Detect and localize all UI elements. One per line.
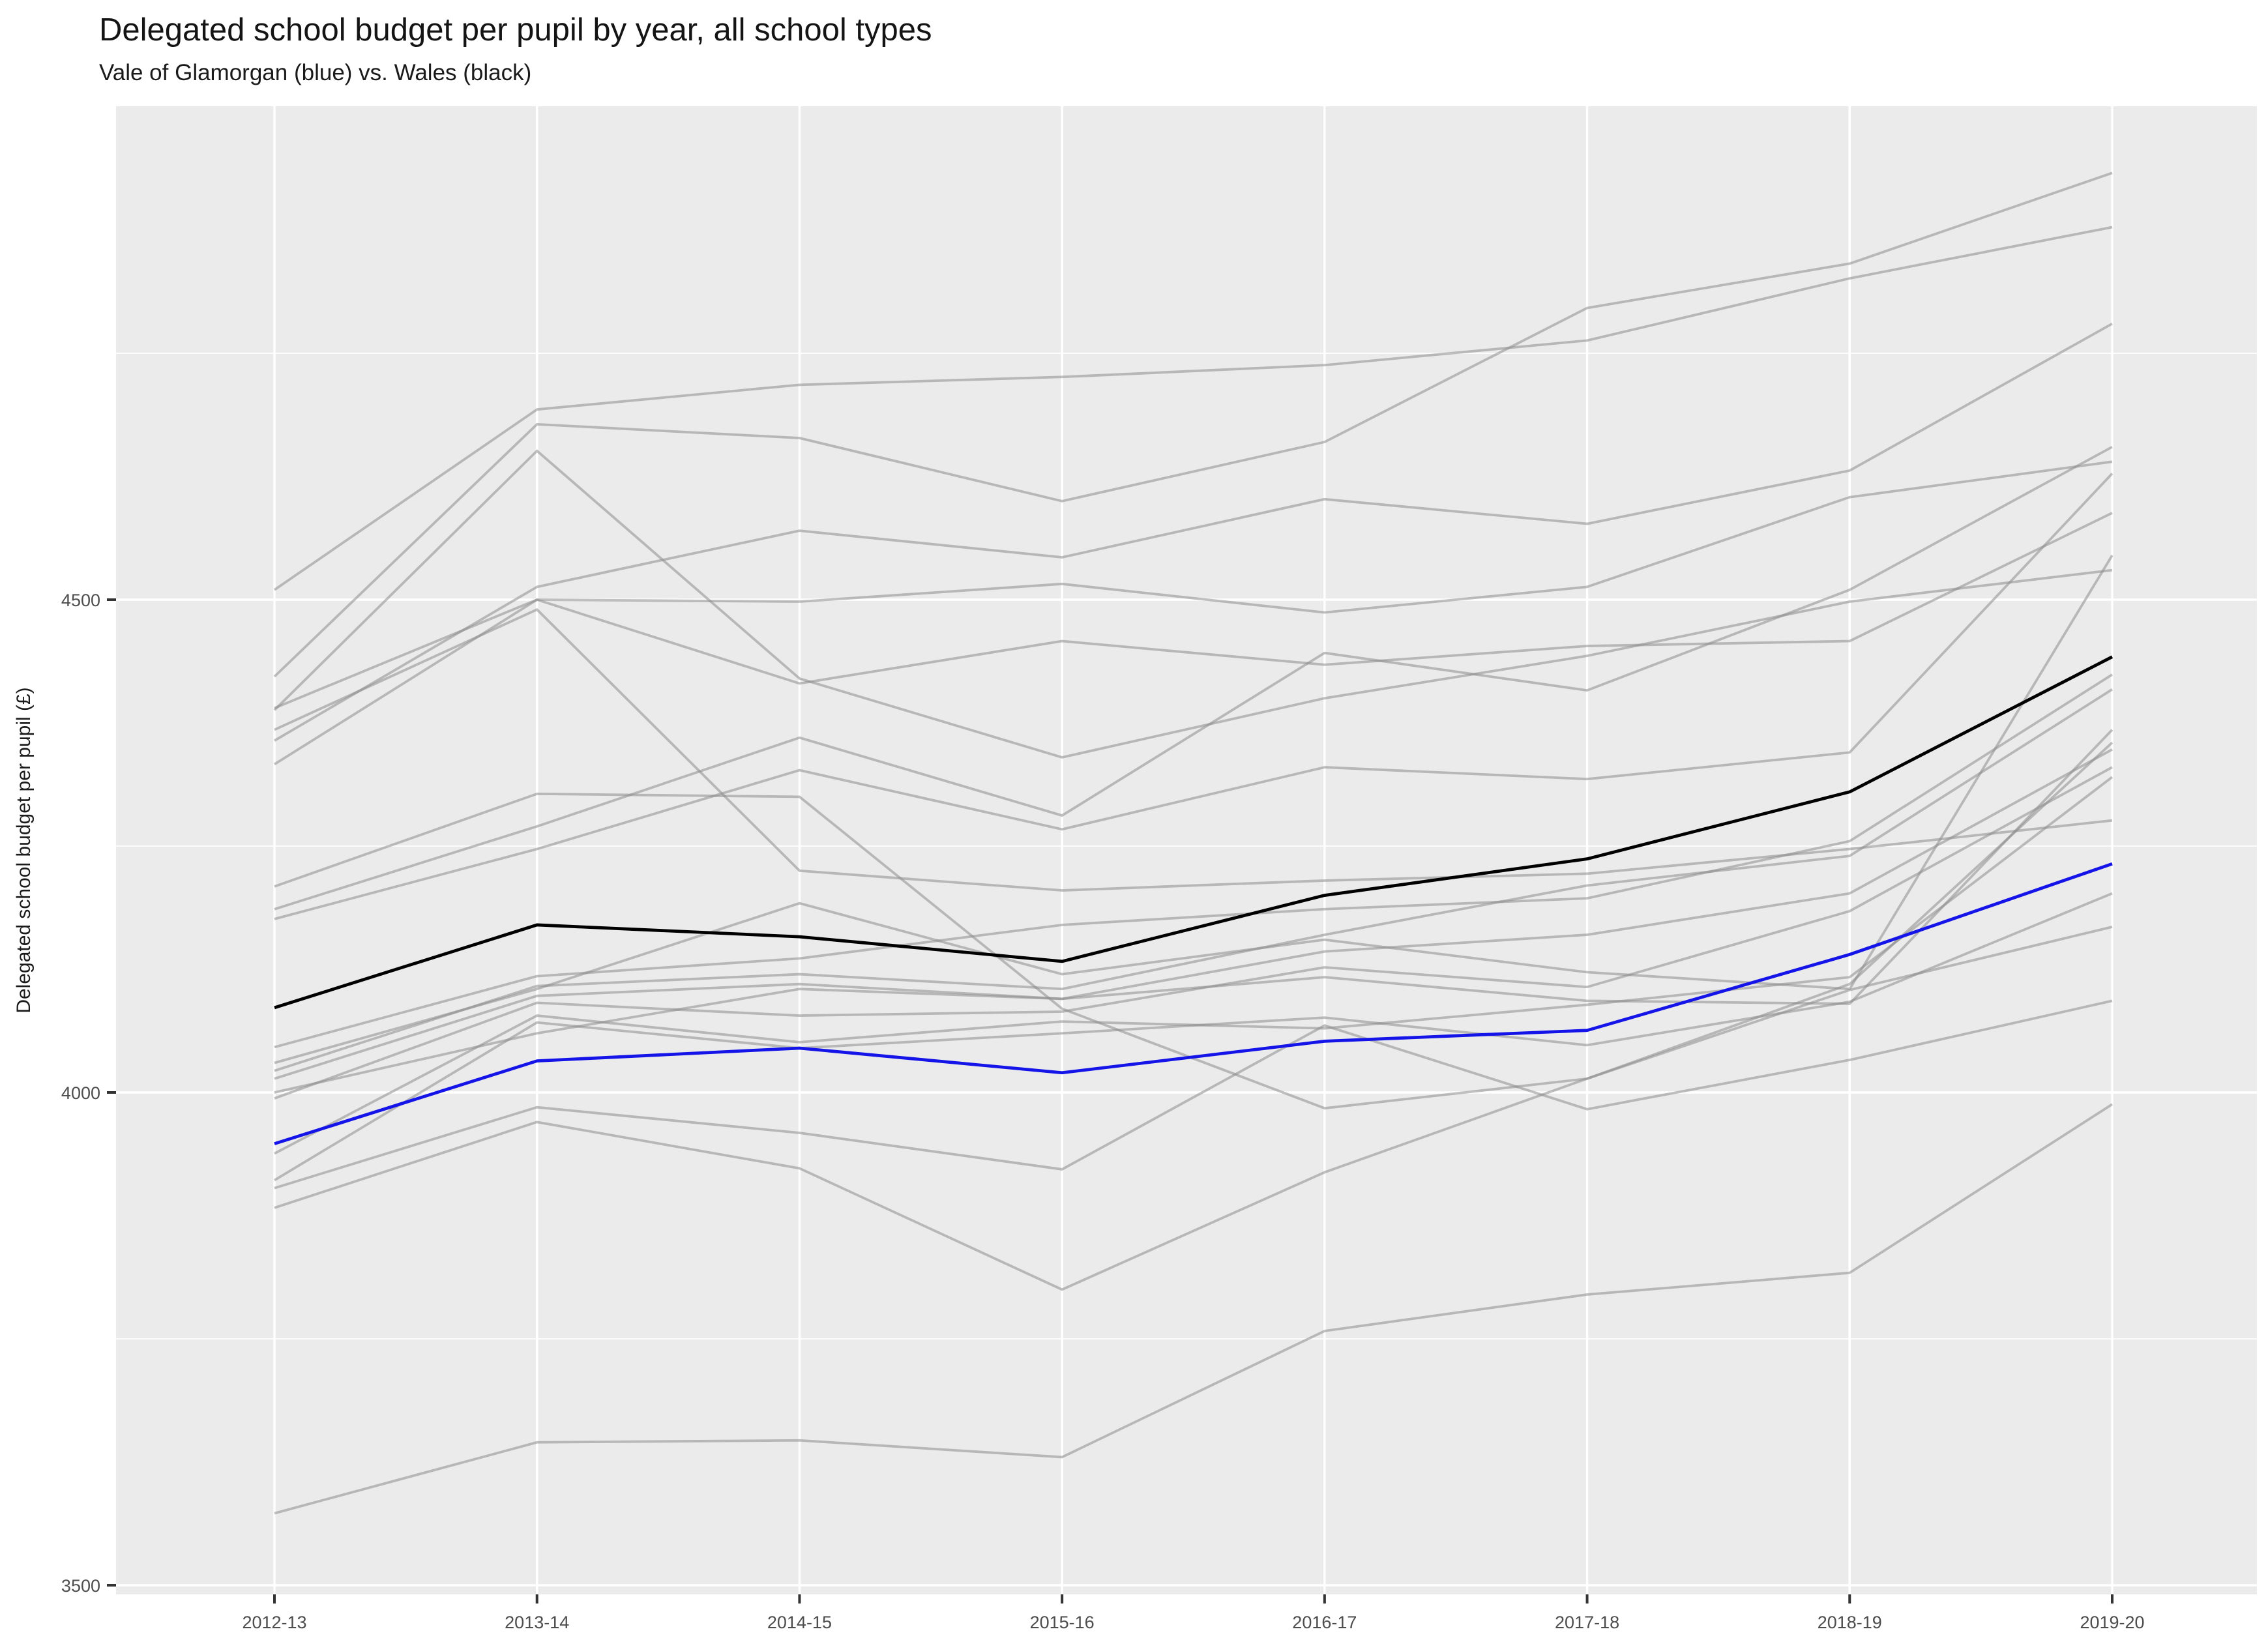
series-line-authority-12 [274,748,2113,1080]
x-tick-label: 2017-18 [1555,1613,1619,1632]
series-line-authority-08 [274,445,2113,911]
series-line-authority-05 [273,460,2113,766]
y-tick-label: 4500 [61,591,100,610]
y-axis-title: Delegated school budget per pupil (£) [13,687,35,1013]
series-line-vale-of-glamorgan [274,862,2113,1145]
chart-title: Delegated school budget per pupil by yea… [99,12,932,48]
series-line-authority-09 [274,473,2113,920]
series-line-authority-19 [274,554,2113,1064]
x-tick-label: 2015-16 [1030,1613,1095,1632]
series-line-wales [274,655,2113,1010]
x-tick-label: 2019-20 [2080,1613,2144,1632]
series-line-authority-03 [273,449,2113,759]
series-line-authority-10 [274,673,2113,1049]
panel-background [116,106,2257,1594]
series-line-authority-06 [274,608,2113,892]
series-line-authority-02 [273,171,2113,678]
x-tick-label: 2014-15 [767,1613,832,1632]
x-tick-label: 2016-17 [1292,1613,1357,1632]
series-line-authority-21 [274,729,2113,1094]
series-line-authority-16 [274,999,2113,1190]
x-tick-label: 2018-19 [1818,1613,1882,1632]
x-tick-label: 2013-14 [505,1613,569,1632]
chart-subtitle: Vale of Glamorgan (blue) vs. Wales (blac… [99,60,532,85]
series-line-authority-20 [274,512,2113,710]
y-tick-label: 4000 [61,1083,100,1103]
y-tick-label: 3500 [61,1576,100,1596]
series-line-authority-18 [274,1103,2113,1515]
x-tick-label: 2012-13 [242,1613,306,1632]
series-line-authority-17 [274,741,2113,1291]
series-line-authority-13 [274,766,2113,1100]
series-line-authority-01 [273,226,2113,591]
series-line-authority-11 [274,688,2113,1072]
series-line-authority-04 [274,322,2113,742]
